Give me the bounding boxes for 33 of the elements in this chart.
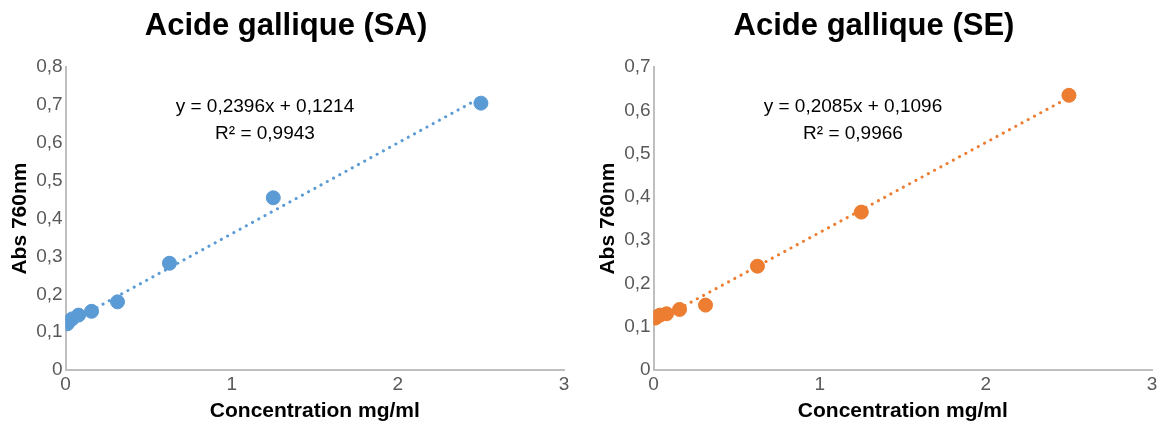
x-tick-label: 3 xyxy=(1146,372,1158,394)
y-tick-label: 0,4 xyxy=(624,185,652,207)
y-tick-label: 0,5 xyxy=(36,168,63,190)
chart-title: Acide gallique (SE) xyxy=(733,7,1015,43)
x-tick-label: 1 xyxy=(226,372,238,394)
y-axis-title: Abs 760nm xyxy=(595,162,619,275)
y-tick-label: 0,8 xyxy=(36,55,63,77)
x-axis-title: Concentration mg/ml xyxy=(797,398,1008,422)
y-tick-label: 0,1 xyxy=(624,314,651,336)
y-axis-title: Abs 760nm xyxy=(7,162,31,275)
y-tick-label: 0,7 xyxy=(624,55,651,77)
x-tick-label: 2 xyxy=(980,372,992,394)
annotation: y = 0,2396x + 0,1214 xyxy=(175,95,355,117)
annotation: R² = 0,9943 xyxy=(215,122,315,144)
annotation: R² = 0,9966 xyxy=(803,122,903,144)
y-tick-label: 0,6 xyxy=(36,131,63,153)
y-tick-label: 0,5 xyxy=(624,141,651,163)
y-tick-label: 0,6 xyxy=(624,98,651,120)
y-tick-label: 0,7 xyxy=(36,93,63,115)
y-tick-label: 0,2 xyxy=(624,271,651,293)
y-tick-label: 0,3 xyxy=(36,244,63,266)
x-tick-label: 2 xyxy=(392,372,404,394)
annotation: y = 0,2085x + 0,1096 xyxy=(763,95,943,117)
y-tick-label: 0,3 xyxy=(624,228,651,250)
y-tick-label: 0 xyxy=(640,358,651,380)
x-axis-title: Concentration mg/ml xyxy=(209,398,420,422)
x-tick-label: 3 xyxy=(558,372,570,394)
x-tick-label: 1 xyxy=(814,372,826,394)
y-tick-label: 0,2 xyxy=(36,282,63,304)
y-tick-label: 0 xyxy=(52,358,63,380)
chart-title: Acide gallique (SA) xyxy=(144,7,428,43)
y-tick-label: 0,1 xyxy=(36,320,63,342)
y-tick-label: 0,4 xyxy=(36,206,64,228)
